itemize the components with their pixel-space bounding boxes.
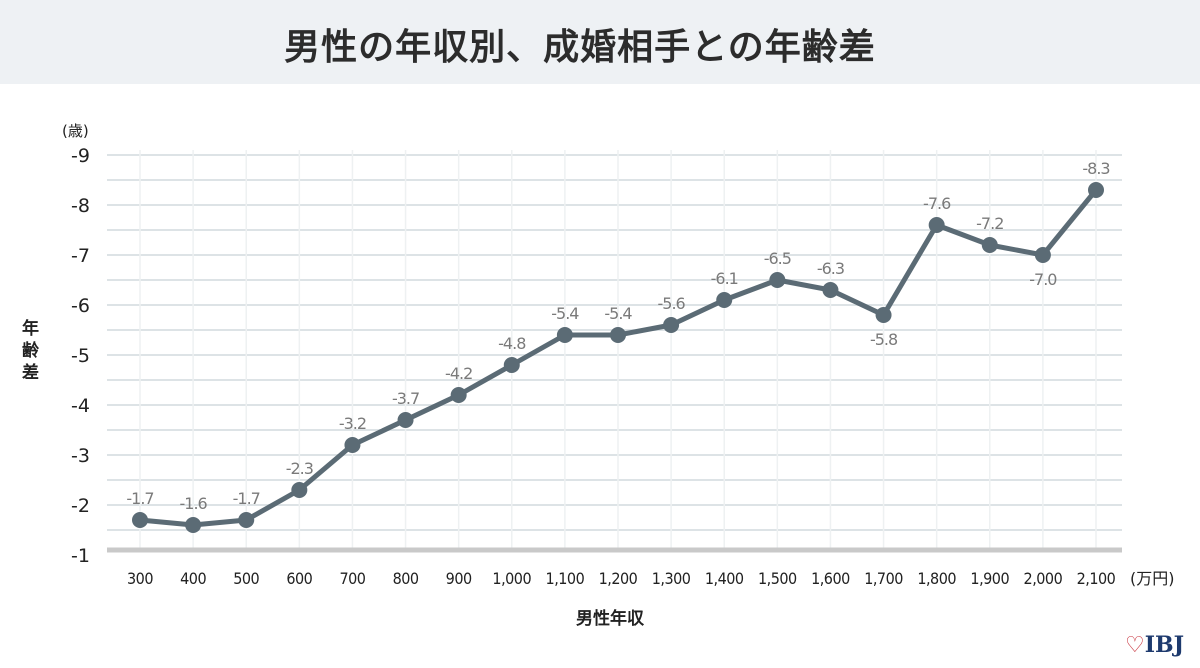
x-tick-label: 400 xyxy=(180,569,206,588)
heart-icon: ♡ xyxy=(1125,632,1145,658)
data-label: -7.2 xyxy=(976,214,1003,233)
data-label: -7.6 xyxy=(923,194,951,213)
data-label: -6.1 xyxy=(711,269,738,288)
x-tick-label: 300 xyxy=(127,569,153,588)
y-tick-label: -9 xyxy=(71,145,90,167)
data-point xyxy=(291,482,308,498)
y-tick-label: -1 xyxy=(71,545,90,567)
data-point xyxy=(822,282,839,298)
data-point xyxy=(503,357,520,373)
data-point xyxy=(556,327,573,343)
x-tick-label: 1,300 xyxy=(652,569,691,588)
data-label: -4.2 xyxy=(445,364,472,383)
data-label: -3.7 xyxy=(392,389,419,408)
header-band: 男性の年収別、成婚相手との年齢差 xyxy=(0,0,1200,84)
y-tick-label: -4 xyxy=(71,395,90,417)
data-point xyxy=(1088,182,1104,198)
x-tick-label: 900 xyxy=(446,569,472,588)
y-tick-label: -3 xyxy=(71,445,90,467)
x-tick-label: 1,700 xyxy=(864,569,903,588)
y-tick-label: -8 xyxy=(71,195,90,217)
data-label: -1.6 xyxy=(180,494,208,513)
x-axis-label: 男性年収 xyxy=(576,609,644,629)
data-label: -5.4 xyxy=(604,304,632,323)
data-label: -6.3 xyxy=(817,259,844,278)
x-tick-label: 1,800 xyxy=(917,569,956,588)
x-tick-label: 700 xyxy=(339,569,365,588)
data-label: -3.2 xyxy=(339,414,366,433)
data-point xyxy=(928,217,945,233)
data-point xyxy=(716,292,733,308)
x-tick-label: 1,400 xyxy=(705,569,744,588)
data-point xyxy=(185,517,202,533)
x-tick-label: 1,200 xyxy=(599,569,638,588)
data-label: -8.3 xyxy=(1082,159,1109,178)
x-tick-label: 1,500 xyxy=(758,569,797,588)
x-tick-label: 500 xyxy=(233,569,259,588)
data-label: -1.7 xyxy=(126,489,153,508)
data-point xyxy=(238,512,255,528)
data-label: -6.5 xyxy=(764,249,791,268)
data-label: -7.0 xyxy=(1029,270,1057,289)
data-label: -1.7 xyxy=(233,489,260,508)
data-point xyxy=(344,437,361,453)
data-point xyxy=(1034,247,1051,263)
data-point xyxy=(663,317,680,333)
x-tick-label: 1,000 xyxy=(492,569,531,588)
data-point xyxy=(981,237,998,253)
x-tick-label: 2,100 xyxy=(1077,569,1116,588)
x-tick-label: 600 xyxy=(286,569,312,588)
data-label: -5.4 xyxy=(551,304,579,323)
y-tick-label: -6 xyxy=(71,295,90,317)
data-point xyxy=(132,512,148,528)
y-axis-label: 年齢差 xyxy=(22,319,39,383)
y-tick-label: -7 xyxy=(71,245,90,267)
x-unit-label: (万円) xyxy=(1130,569,1175,588)
x-tick-label: 1,600 xyxy=(811,569,850,588)
x-tick-label: 800 xyxy=(393,569,419,588)
y-unit-label: (歳) xyxy=(62,122,89,140)
data-label: -5.6 xyxy=(658,294,686,313)
data-label: -2.3 xyxy=(286,459,313,478)
data-label: -5.8 xyxy=(870,330,898,349)
x-tick-label: 1,100 xyxy=(546,569,585,588)
data-point xyxy=(610,327,626,343)
ibj-logo: ♡IBJ xyxy=(1125,632,1185,658)
y-tick-label: -2 xyxy=(71,495,90,517)
data-point xyxy=(397,412,414,428)
data-point xyxy=(875,307,892,323)
data-point xyxy=(450,387,467,403)
y-tick-label: -5 xyxy=(71,345,90,367)
x-tick-label: 1,900 xyxy=(970,569,1009,588)
x-tick-label: 2,000 xyxy=(1024,569,1063,588)
data-point xyxy=(769,272,786,288)
data-label: -4.8 xyxy=(498,334,526,353)
chart-title: 男性の年収別、成婚相手との年齢差 xyxy=(284,27,876,68)
